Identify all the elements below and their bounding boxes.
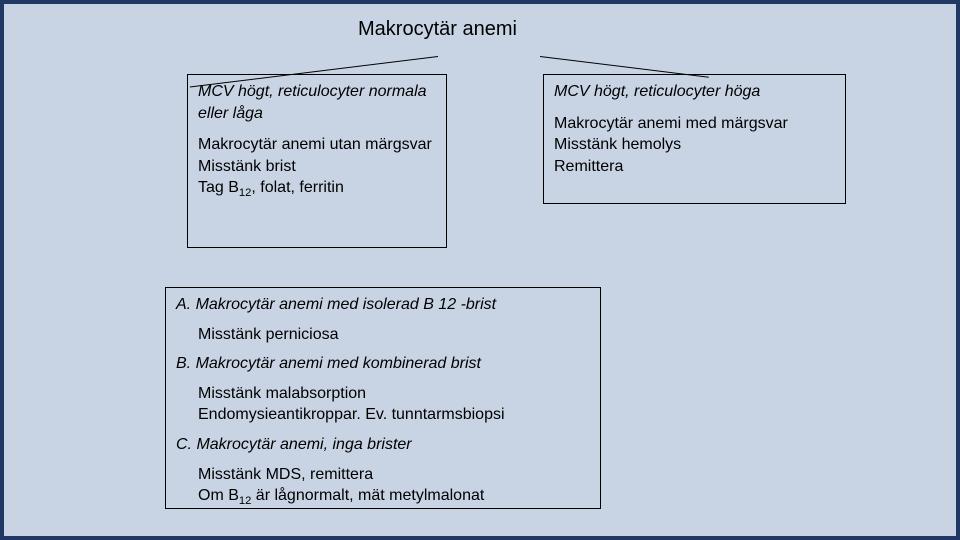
box-bottom-item: C. Makrocytär anemi, inga brister Misstän… bbox=[176, 434, 590, 509]
box-bottom-item-label: A. Makrocytär anemi med isolerad B 12 -b… bbox=[176, 294, 590, 316]
box-bottom: A. Makrocytär anemi med isolerad B 12 -b… bbox=[165, 287, 601, 509]
box-right-body: Makrocytär anemi med märgsvarMisstänk he… bbox=[554, 113, 835, 178]
box-bottom-item-desc: Misstänk perniciosa bbox=[198, 324, 590, 346]
box-bottom-item: B. Makrocytär anemi med kombinerad brist… bbox=[176, 353, 590, 426]
box-bottom-item-desc: Misstänk malabsorptionEndomysieantikropp… bbox=[198, 383, 590, 426]
box-right: MCV högt, reticulocyter höga Makrocytär … bbox=[543, 74, 846, 204]
box-bottom-item: A. Makrocytär anemi med isolerad B 12 -b… bbox=[176, 294, 590, 345]
box-left-header: MCV högt, reticulocyter normala eller lå… bbox=[198, 81, 436, 124]
box-left: MCV högt, reticulocyter normala eller lå… bbox=[187, 74, 447, 248]
slide-title: Makrocytär anemi bbox=[358, 18, 517, 41]
box-right-header: MCV högt, reticulocyter höga bbox=[554, 81, 835, 103]
box-bottom-item-label: B. Makrocytär anemi med kombinerad brist bbox=[176, 353, 590, 375]
box-left-body: Makrocytär anemi utan märgsvarMisstänk b… bbox=[198, 134, 436, 201]
box-bottom-item-desc: Misstänk MDS, remitteraOm B12 är lågnorm… bbox=[198, 464, 590, 510]
box-bottom-item-label: C. Makrocytär anemi, inga brister bbox=[176, 434, 590, 456]
box-bottom-list: A. Makrocytär anemi med isolerad B 12 -b… bbox=[176, 294, 590, 509]
